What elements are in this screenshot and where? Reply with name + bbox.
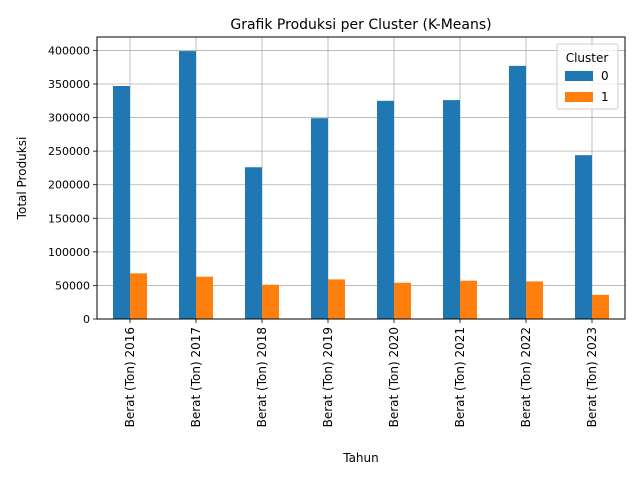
y-tick-label: 200000: [48, 179, 90, 192]
bar-series-0: [377, 100, 394, 320]
y-tick-label: 150000: [48, 212, 90, 225]
x-tick-label: Berat (Ton) 2018: [255, 327, 269, 427]
bar-series-0: [509, 65, 526, 319]
bar-series-1: [394, 282, 411, 319]
y-tick-label: 300000: [48, 112, 90, 125]
legend: Cluster 0 1: [556, 43, 619, 110]
legend-swatch-series-1: [565, 92, 593, 102]
legend-title: Cluster: [566, 51, 609, 65]
bar-series-0: [245, 167, 262, 319]
y-tick-label: 400000: [48, 44, 90, 57]
y-axis-label: Total Produksi: [15, 137, 29, 221]
bar-series-1: [526, 281, 543, 319]
bar-series-0: [179, 51, 196, 319]
x-tick-label: Berat (Ton) 2016: [123, 327, 137, 427]
bar-series-1: [328, 279, 345, 319]
bar-series-1: [262, 284, 279, 319]
y-tick-label: 100000: [48, 246, 90, 259]
y-tick-label: 0: [83, 313, 90, 326]
bar-series-1: [460, 280, 477, 319]
x-tick-label: Berat (Ton) 2023: [585, 327, 599, 427]
x-tick-label: Berat (Ton) 2022: [519, 327, 533, 427]
legend-swatch-series-0: [565, 71, 593, 81]
x-tick-label: Berat (Ton) 2017: [189, 327, 203, 427]
x-tick-label: Berat (Ton) 2020: [387, 327, 401, 427]
bar-series-0: [575, 155, 592, 319]
y-tick-label: 350000: [48, 78, 90, 91]
bars-layer: [113, 51, 609, 320]
y-tick-label: 50000: [55, 279, 90, 292]
x-axis-label: Tahun: [342, 451, 379, 465]
ticks-layer: 0 50000 100000 150000 200000 250000 300000 3500…: [48, 44, 599, 427]
bar-series-0: [113, 86, 130, 319]
y-tick-label: 250000: [48, 145, 90, 158]
x-tick-label: Berat (Ton) 2019: [321, 327, 335, 427]
plot-frame: [96, 36, 626, 320]
bar-series-1: [196, 276, 213, 319]
chart-title: Grafik Produksi per Cluster (K-Means): [230, 17, 491, 33]
legend-label-series-0: 0: [601, 69, 609, 83]
bar-series-1: [130, 273, 147, 319]
legend-label-series-1: 1: [601, 90, 609, 104]
bar-series-0: [443, 100, 460, 319]
bar-series-1: [592, 294, 609, 319]
bar-series-0: [311, 118, 328, 319]
x-tick-label: Berat (Ton) 2021: [453, 327, 467, 427]
